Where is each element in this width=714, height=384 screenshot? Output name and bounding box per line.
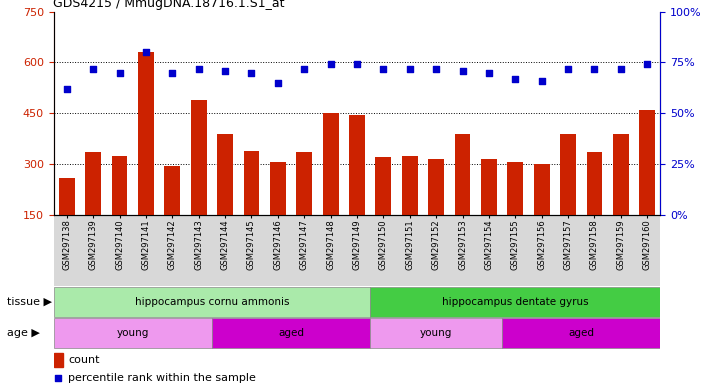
Bar xyxy=(212,318,370,348)
Bar xyxy=(217,134,233,215)
Text: young: young xyxy=(420,328,453,338)
Bar xyxy=(296,152,312,215)
Point xyxy=(325,61,336,68)
Bar xyxy=(270,162,286,215)
Bar xyxy=(111,156,127,215)
Bar xyxy=(349,115,365,215)
Text: count: count xyxy=(68,355,100,365)
Point xyxy=(166,70,178,76)
Point xyxy=(642,61,653,68)
Text: hippocampus dentate gyrus: hippocampus dentate gyrus xyxy=(442,297,588,307)
Bar xyxy=(639,110,655,215)
Point xyxy=(87,65,99,71)
Bar xyxy=(613,134,629,215)
Point xyxy=(272,79,283,86)
Text: percentile rank within the sample: percentile rank within the sample xyxy=(68,373,256,383)
Bar xyxy=(428,159,444,215)
Bar xyxy=(370,318,502,348)
Bar xyxy=(59,178,75,215)
Text: young: young xyxy=(116,328,149,338)
Bar xyxy=(376,157,391,215)
Text: hippocampus cornu ammonis: hippocampus cornu ammonis xyxy=(135,297,289,307)
Text: tissue ▶: tissue ▶ xyxy=(7,297,52,307)
Text: GDS4215 / MmugDNA.18716.1.S1_at: GDS4215 / MmugDNA.18716.1.S1_at xyxy=(53,0,284,10)
Bar xyxy=(54,353,63,366)
Bar xyxy=(243,151,259,215)
Point xyxy=(431,65,442,71)
Point xyxy=(140,49,151,55)
Bar xyxy=(138,52,154,215)
Point xyxy=(246,70,257,76)
Bar xyxy=(54,287,370,317)
Point xyxy=(563,65,574,71)
Point xyxy=(378,65,389,71)
Point xyxy=(193,65,204,71)
Point xyxy=(589,65,600,71)
Point xyxy=(219,68,231,74)
Bar xyxy=(560,134,576,215)
Bar xyxy=(54,318,212,348)
Bar xyxy=(502,318,660,348)
Bar xyxy=(370,287,660,317)
Bar xyxy=(481,159,497,215)
Bar xyxy=(455,134,471,215)
Bar xyxy=(402,156,418,215)
Point xyxy=(404,65,416,71)
Point xyxy=(351,61,363,68)
Point xyxy=(536,78,548,84)
Point xyxy=(457,68,468,74)
Bar xyxy=(323,113,338,215)
Point xyxy=(52,375,64,381)
Text: aged: aged xyxy=(278,328,304,338)
Point xyxy=(298,65,310,71)
Text: age ▶: age ▶ xyxy=(7,328,40,338)
Point xyxy=(114,70,125,76)
Bar xyxy=(85,152,101,215)
Point xyxy=(61,86,72,92)
Bar xyxy=(508,162,523,215)
Point xyxy=(510,76,521,82)
Text: aged: aged xyxy=(568,328,594,338)
Bar xyxy=(191,100,206,215)
Point xyxy=(615,65,627,71)
Bar xyxy=(164,166,180,215)
Point xyxy=(483,70,495,76)
Bar xyxy=(587,152,603,215)
Bar xyxy=(534,164,550,215)
